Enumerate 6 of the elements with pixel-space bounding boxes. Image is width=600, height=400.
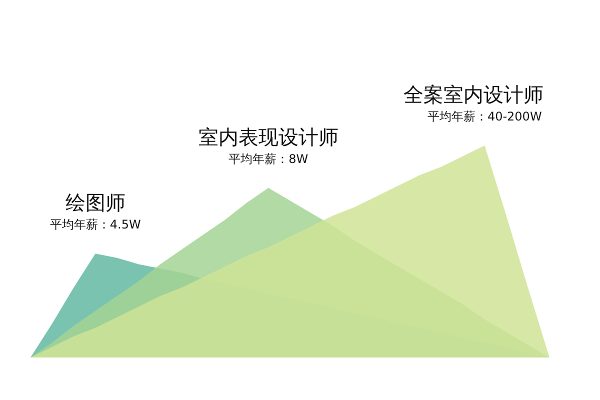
text: 平均年薪：40-200W [427, 110, 542, 124]
text: 绘图师 [65, 190, 126, 215]
annotation: 平均年薪：8W [228, 152, 308, 166]
text: 室内表现设计师 [198, 124, 338, 149]
text: 全案室内设计师 [404, 82, 544, 106]
annotation: 平均年薪：4.5W [50, 218, 141, 232]
